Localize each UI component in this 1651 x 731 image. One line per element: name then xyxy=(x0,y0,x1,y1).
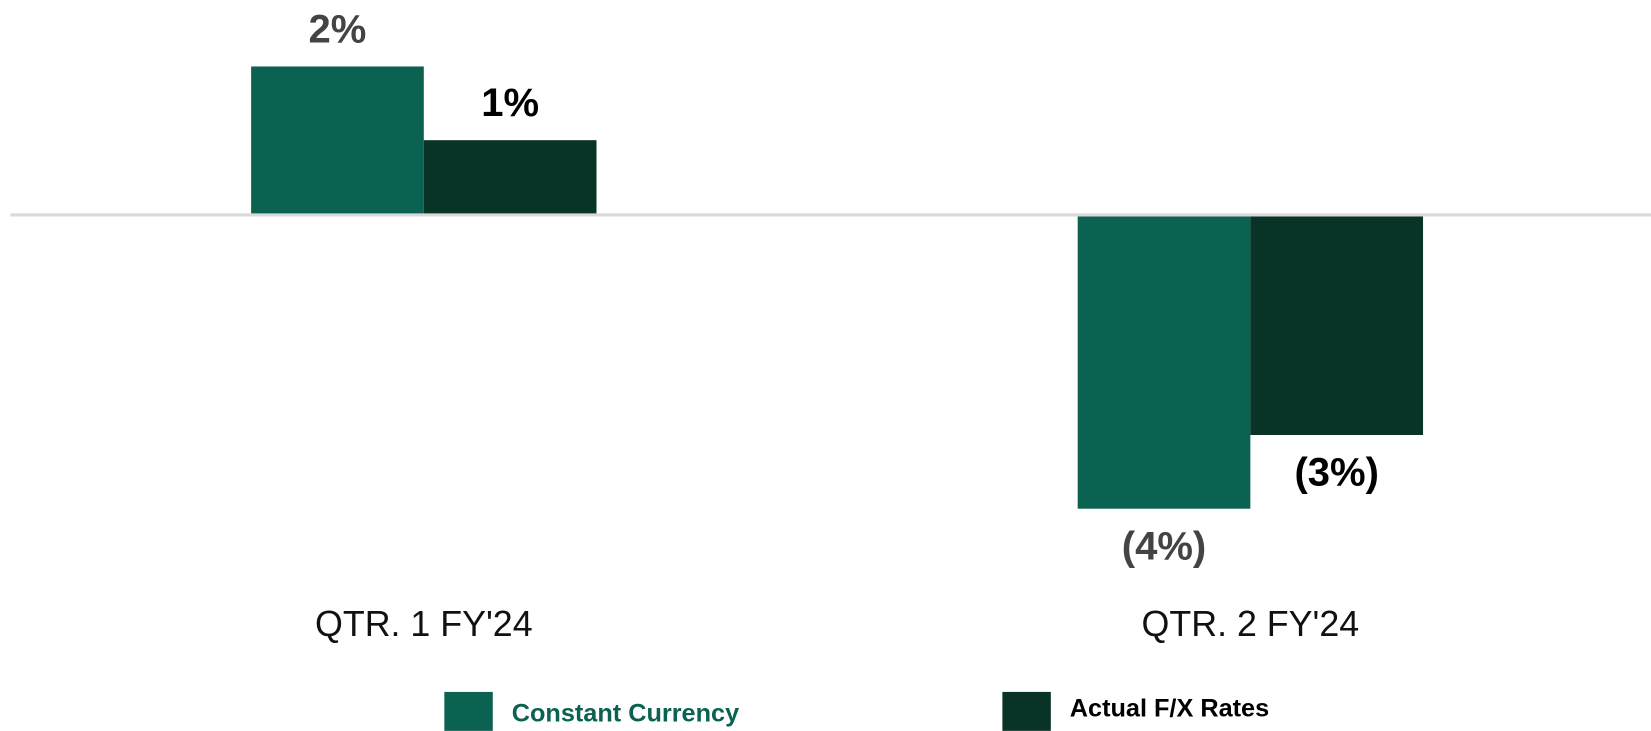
legend-label: Actual F/X Rates xyxy=(1070,694,1269,722)
x-tick-label: QTR. 2 FY'24 xyxy=(1142,604,1360,644)
bar xyxy=(1077,213,1251,509)
bar xyxy=(251,66,424,214)
data-label: (4%) xyxy=(1122,524,1206,568)
data-label: 1% xyxy=(481,81,539,125)
x-tick-label: QTR. 1 FY'24 xyxy=(315,604,533,644)
data-label: (3%) xyxy=(1294,451,1378,495)
data-label: 2% xyxy=(309,7,367,51)
legend-swatch xyxy=(444,691,493,731)
bar xyxy=(1250,213,1424,435)
legend-swatch xyxy=(1002,691,1051,731)
bar xyxy=(423,140,597,214)
legend-label: Constant Currency xyxy=(512,700,739,728)
